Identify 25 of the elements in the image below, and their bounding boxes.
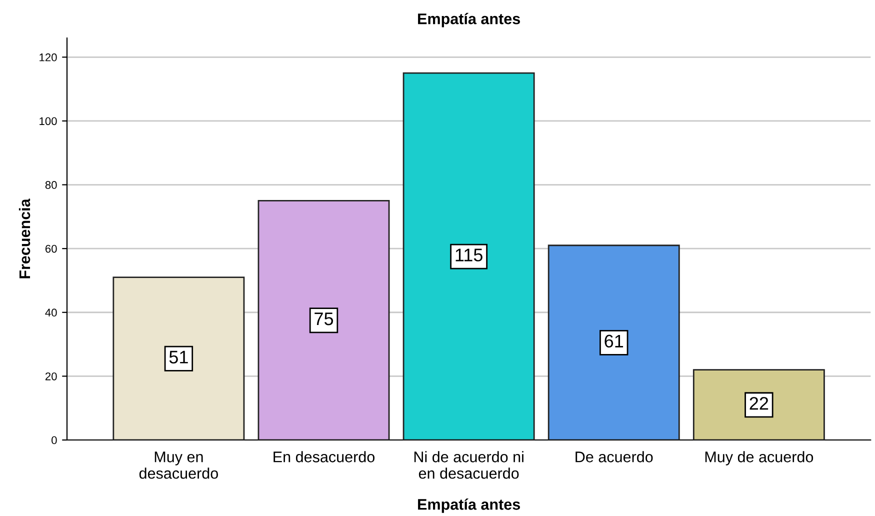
bar [112, 276, 245, 440]
x-axis-title: Empatía antes [418, 498, 520, 513]
bar [548, 244, 680, 440]
data-label: 75 [314, 312, 334, 326]
data-label: 61 [604, 334, 624, 348]
bar [692, 369, 825, 440]
x-tick-label: Muy de acuerdo [705, 451, 814, 466]
y-tick-label: 40 [45, 308, 57, 317]
y-tick-label: 80 [45, 181, 57, 189]
chart-title: Empatía antes [418, 12, 520, 28]
x-tick-label: Muy en desacuerdo [139, 452, 218, 479]
data-label: 115 [456, 248, 482, 262]
x-tick-label: En desacuerdo [274, 451, 375, 462]
y-tick-label: 100 [40, 117, 57, 126]
y-tick-label: 120 [40, 53, 57, 62]
x-tick-label: De acuerdo [576, 451, 653, 462]
y-axis-title: Frecuencia [18, 198, 30, 278]
y-tick-label: 20 [45, 372, 57, 380]
data-label: 51 [169, 350, 188, 364]
data-label: 22 [750, 396, 768, 410]
bar [402, 72, 535, 440]
bar [258, 200, 390, 440]
y-tick-label: 60 [45, 244, 57, 253]
x-tick-label: Ni de acuerdo ni en desacuerdo [414, 451, 524, 479]
y-tick-label: 0 [52, 436, 57, 444]
